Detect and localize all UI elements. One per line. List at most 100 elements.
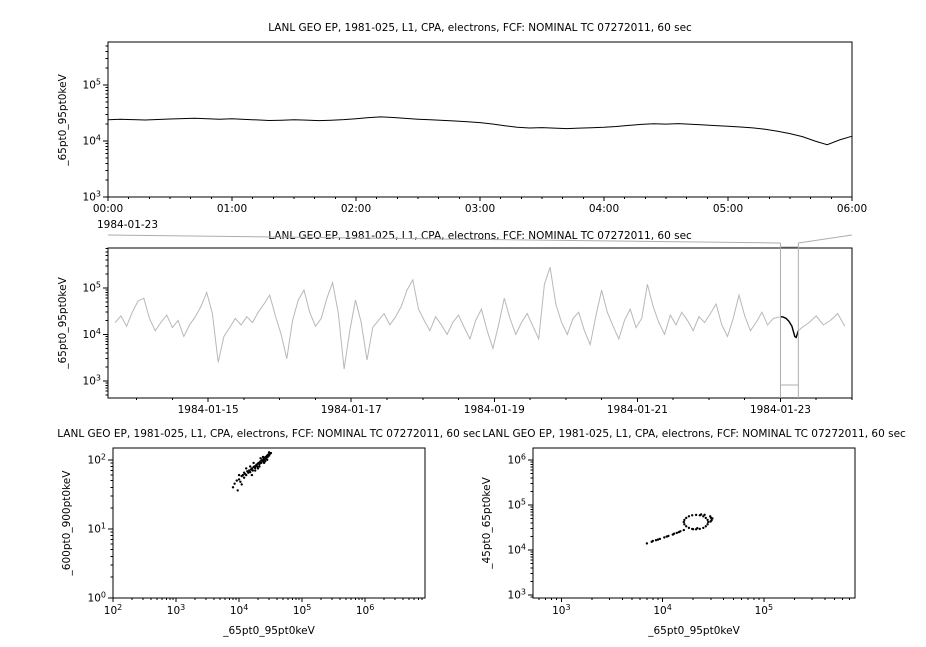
bottom-left-y-axis-label: _600pt0_900pt0keV <box>61 470 73 577</box>
scatter-point <box>233 482 236 485</box>
y-tick-label: 103 <box>83 190 101 204</box>
scatter-point <box>254 469 257 472</box>
middle-panel-title: LANL GEO EP, 1981-025, L1, CPA, electron… <box>268 230 692 242</box>
x-tick-label: 104 <box>653 603 671 617</box>
scatter-point <box>656 538 660 541</box>
scatter-point <box>687 515 691 518</box>
scatter-point <box>236 489 239 492</box>
plot-area-scatter-left[interactable] <box>113 448 425 598</box>
x-tick-label: 1984-01-15 <box>178 404 239 416</box>
scatter-point <box>237 478 241 481</box>
scatter-point <box>231 486 235 489</box>
x-tick-label: 1984-01-17 <box>321 404 382 416</box>
scatter-point <box>704 525 707 528</box>
scatter-point <box>247 471 250 474</box>
y-tick-label: 104 <box>508 542 526 556</box>
scatter-point <box>658 537 662 541</box>
scatter-point <box>249 465 252 468</box>
x-tick-label: 103 <box>167 603 185 617</box>
scatter-point <box>687 526 691 530</box>
scatter-point <box>706 523 709 526</box>
scatter-point <box>256 465 259 468</box>
charts-layer: 103 104 105 00:00 01:00 02:00 03:00 04:00 05:00 0… <box>83 41 867 617</box>
x-tick-label: 105 <box>293 603 311 617</box>
panel-scatter-left: 100 101 102 102 103 104 105 106 <box>88 447 426 617</box>
y-tick-label: 102 <box>88 452 106 466</box>
scatter-point <box>261 455 265 459</box>
scatter-point <box>239 480 242 483</box>
y-tick-label: 103 <box>83 373 101 387</box>
scatter-point <box>694 513 698 517</box>
x-tick-label: 01:00 <box>217 203 247 215</box>
scatter-point <box>663 536 666 539</box>
top-panel-date-context-label: 1984-01-23 <box>97 219 158 231</box>
x-tick-label: 105 <box>755 603 773 617</box>
scatter-point <box>266 458 269 461</box>
y-tick-label: 106 <box>508 453 526 467</box>
scatter-point <box>709 520 712 523</box>
plot-area-scatter-right[interactable] <box>533 448 855 598</box>
series-line <box>107 116 853 146</box>
top-panel-title: LANL GEO EP, 1981-025, L1, CPA, electron… <box>268 22 692 34</box>
bottom-right-x-axis-label: _65pt0_95pt0keV <box>647 625 740 637</box>
scatter-point <box>267 454 271 457</box>
zoom-connector-left <box>107 234 781 244</box>
scatter-point <box>706 518 709 522</box>
scatter-point <box>675 531 678 535</box>
scatter-point <box>262 461 266 465</box>
scatter-point <box>252 461 255 465</box>
scatter-point <box>682 528 685 532</box>
scatter-point <box>685 516 688 520</box>
x-tick-label: 05:00 <box>713 203 743 215</box>
scatter-point <box>702 526 705 530</box>
scatter-point <box>685 525 688 528</box>
scatter-point <box>235 479 238 482</box>
y-tick-label: 105 <box>83 280 101 294</box>
scatter-point <box>677 530 681 534</box>
scatter-point <box>691 514 694 517</box>
scatter-point <box>704 516 707 520</box>
y-tick-label: 104 <box>83 327 101 341</box>
x-tick-label: 06:00 <box>837 203 867 215</box>
scatter-point <box>237 473 241 477</box>
zoom-selection-layer <box>107 234 853 398</box>
scatter-point <box>259 457 262 460</box>
x-tick-label: 104 <box>230 603 248 617</box>
scatter-point <box>251 469 254 472</box>
panel-scatter-right: 103 104 105 106 103 104 105 <box>508 447 856 617</box>
scatter-point <box>703 513 706 516</box>
plot-area-context-top[interactable] <box>108 42 852 197</box>
x-tick-label: 102 <box>104 603 122 617</box>
scatter-point <box>683 518 686 522</box>
scatter-point <box>242 476 246 479</box>
scatter-point <box>267 451 271 454</box>
x-tick-label: 1984-01-23 <box>750 404 811 416</box>
scatter-point <box>241 473 245 477</box>
y-tick-label: 105 <box>83 78 101 92</box>
series-line <box>114 267 846 370</box>
scatter-point <box>651 539 654 543</box>
x-tick-label: 04:00 <box>589 203 619 215</box>
zoom-selection-box[interactable] <box>107 234 853 398</box>
scatter-point <box>709 515 712 518</box>
scatter-point <box>269 451 273 455</box>
scatter-point <box>682 520 685 524</box>
bottom-right-panel-title: LANL GEO EP, 1981-025, L1, CPA, electron… <box>482 428 906 440</box>
plot-area-overview-middle[interactable] <box>108 248 852 398</box>
x-tick-label: 1984-01-19 <box>464 404 525 416</box>
y-tick-label: 104 <box>83 134 101 148</box>
scatter-point <box>249 471 252 474</box>
x-tick-label: 1984-01-21 <box>607 404 668 416</box>
middle-panel-y-axis-label: _65pt0_95pt0keV <box>57 276 69 369</box>
scatter-point <box>260 461 263 465</box>
scatter-point <box>250 473 254 477</box>
y-tick-label: 105 <box>508 498 526 512</box>
scatter-point <box>242 471 246 474</box>
scatter-point <box>696 527 699 530</box>
top-panel-y-axis-label: _65pt0_95pt0keV <box>57 73 69 166</box>
scatter-point <box>699 513 703 516</box>
x-tick-label: 03:00 <box>465 203 495 215</box>
y-tick-label: 100 <box>88 591 106 605</box>
x-tick-label: 00:00 <box>93 203 123 215</box>
